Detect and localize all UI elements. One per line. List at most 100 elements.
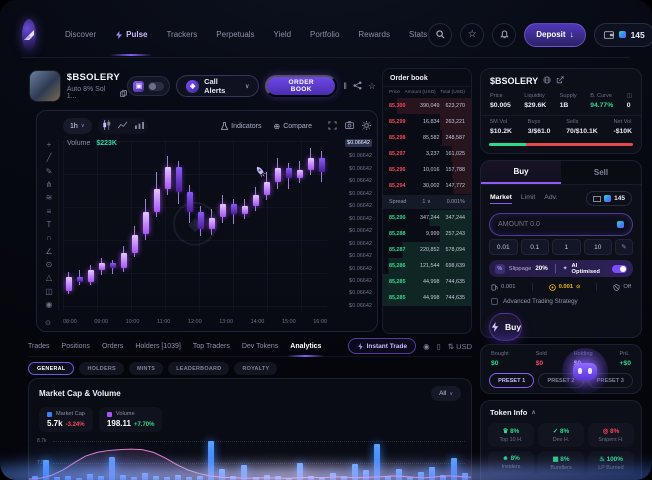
- text-tool-icon[interactable]: T: [46, 219, 52, 229]
- nav-item-discover[interactable]: Discover: [65, 30, 97, 39]
- info-top10[interactable]: ♛ 8% Top 10 H.: [488, 423, 534, 447]
- tab-positions[interactable]: Positions: [61, 342, 90, 350]
- tab-holders[interactable]: Holders [1039]: [135, 342, 181, 350]
- order-type-market[interactable]: Market: [490, 194, 512, 204]
- timeframe-dropdown[interactable]: 1h ∨: [63, 118, 92, 134]
- line-type-icon[interactable]: [117, 121, 128, 131]
- tab-dev-tokens[interactable]: Dev Tokens: [241, 342, 279, 350]
- order-book-bid-row[interactable]: 85,285 44,998 744,635: [383, 274, 471, 290]
- bar-type-icon[interactable]: [134, 121, 144, 131]
- quick-buy-toggle[interactable]: ▣: [127, 76, 171, 96]
- token-info-header[interactable]: Token Info ∧: [481, 401, 641, 421]
- amount-input[interactable]: [498, 221, 617, 228]
- legend-volume[interactable]: Volume 198.11 +7.70%: [98, 407, 163, 432]
- call-alerts-dropdown[interactable]: ◈ Call Alerts ∨: [176, 75, 260, 97]
- pencil-icon[interactable]: ✎: [45, 166, 53, 176]
- fib-levels-icon[interactable]: ≡: [46, 206, 52, 216]
- compare-button[interactable]: ⊕ Compare: [274, 122, 313, 131]
- indicators-button[interactable]: Indicators: [221, 122, 262, 130]
- zoom-tool-icon[interactable]: ⊙: [45, 259, 53, 269]
- tab-sell[interactable]: Sell: [561, 161, 641, 184]
- currency-switch[interactable]: ⇅ USD: [447, 341, 472, 351]
- visibility-icon[interactable]: ◉: [423, 341, 430, 351]
- share-icon[interactable]: [353, 81, 362, 92]
- price-axis[interactable]: $0.06642 $0.06642 $0.06642 $0.06642 $0.06642…: [329, 137, 375, 311]
- gas-fee[interactable]: 0.001: [491, 284, 516, 291]
- order-book-button[interactable]: ORDER BOOK: [265, 75, 338, 97]
- crosshair-icon[interactable]: +: [46, 140, 52, 149]
- order-book-bid-row[interactable]: 85,286 121,544 698,639: [383, 258, 471, 274]
- advanced-strategy-checkbox[interactable]: [491, 298, 498, 305]
- nav-item-stats[interactable]: Stats: [408, 30, 428, 39]
- candlestick-plot[interactable]: ◆: [63, 141, 327, 311]
- order-book-ask-row[interactable]: 85,297 3,237 161,025: [383, 146, 471, 162]
- order-book-bid-row[interactable]: 85,287 220,852 578,094: [383, 242, 471, 258]
- buy-button[interactable]: Buy: [489, 313, 523, 341]
- arc-tool-icon[interactable]: ∩: [46, 233, 52, 243]
- order-type-adv[interactable]: Adv.: [544, 194, 558, 201]
- tab-top-traders[interactable]: Top Traders: [192, 342, 230, 350]
- nav-item-perpetuals[interactable]: Perpetuals: [216, 30, 255, 39]
- axis-settings-icon[interactable]: ⊙: [45, 320, 51, 327]
- lock-icon[interactable]: ◫: [45, 286, 53, 296]
- star-icon[interactable]: ☆: [460, 22, 485, 47]
- tab-analytics[interactable]: Analytics: [287, 337, 325, 357]
- order-book-ask-row[interactable]: 85,296 10,016 157,788: [383, 162, 471, 178]
- amount-preset-3[interactable]: 1: [552, 239, 581, 255]
- app-logo[interactable]: [22, 18, 36, 51]
- trendline-icon[interactable]: ╱: [46, 153, 52, 163]
- preset-1-button[interactable]: PRESET 1: [489, 373, 535, 388]
- visibility-icon[interactable]: ◉: [45, 299, 53, 309]
- instant-trade-button[interactable]: Instant Trade: [347, 338, 417, 354]
- info-dev[interactable]: ✓ 8% Dev H.: [538, 423, 584, 447]
- pitchfork-icon[interactable]: ⋔: [45, 179, 53, 189]
- shapes-icon[interactable]: △: [45, 273, 53, 283]
- quick-buy-switch[interactable]: [148, 81, 165, 91]
- token-avatar[interactable]: [30, 71, 60, 101]
- spread-row[interactable]: Spread 1 ∨ 0.001%: [383, 195, 471, 209]
- legend-market-cap[interactable]: Market Cap 5.7k -3.24%: [39, 407, 93, 432]
- advanced-strategy-row[interactable]: Advanced Trading Strategy: [491, 298, 631, 305]
- slippage-bar[interactable]: % Slippage 20% ✦ AI Optimised: [489, 260, 633, 277]
- wallet-counter-pill[interactable]: 145: [593, 22, 652, 47]
- ai-optimised-toggle[interactable]: [612, 264, 627, 273]
- nav-item-rewards[interactable]: Rewards: [358, 30, 390, 39]
- trade-wallet-counter[interactable]: 145: [586, 191, 632, 206]
- pause-icon[interactable]: ‖: [343, 81, 347, 91]
- bell-icon[interactable]: [492, 22, 517, 47]
- time-axis[interactable]: 08:00 09:00 10:00 11:00 12:00 13:00 14:00 15:00…: [63, 316, 327, 327]
- nav-item-pulse[interactable]: Pulse: [110, 14, 153, 56]
- subtab-holders[interactable]: HOLDERS: [79, 362, 124, 375]
- subtab-general[interactable]: GENERAL: [28, 362, 75, 375]
- mev-protection[interactable]: Off: [613, 283, 631, 291]
- globe-icon[interactable]: [543, 76, 551, 86]
- order-book-ask-row[interactable]: 85,299 16,834 263,221: [383, 114, 471, 130]
- order-book-ask-row[interactable]: 85,298 85,582 248,587: [383, 130, 471, 146]
- tab-trades[interactable]: Trades: [28, 342, 50, 350]
- order-book-bid-row[interactable]: 85,288 9,999 257,243: [383, 226, 471, 242]
- spread-value[interactable]: 1 ∨: [422, 199, 431, 205]
- tab-orders[interactable]: Orders: [101, 342, 124, 350]
- copy-icon[interactable]: [120, 89, 128, 97]
- nav-item-trackers[interactable]: Trackers: [166, 30, 198, 39]
- snapshot-camera-icon[interactable]: [345, 121, 354, 131]
- search-icon[interactable]: [428, 22, 453, 47]
- subtab-leaderboard[interactable]: LEADERBOARD: [168, 362, 230, 375]
- measure-icon[interactable]: ∠: [45, 246, 53, 256]
- order-book-ask-row[interactable]: 85,300 390,049 623,270: [383, 98, 471, 114]
- edit-presets-icon[interactable]: ✎: [615, 239, 633, 255]
- nav-item-portfolio[interactable]: Portfolio: [310, 30, 340, 39]
- amount-preset-4[interactable]: 10: [583, 239, 612, 255]
- deposit-button[interactable]: Deposit ↓: [524, 22, 586, 47]
- pattern-icon[interactable]: ≋: [45, 193, 53, 203]
- link-icon[interactable]: [556, 76, 564, 86]
- subtab-royalty[interactable]: ROYALTY: [234, 362, 278, 375]
- order-book-bid-row[interactable]: 85,290 347,244 347,244: [383, 210, 471, 226]
- order-book-ask-row[interactable]: 85,294 30,002 147,772: [383, 178, 471, 194]
- amount-preset-2[interactable]: 0.1: [520, 239, 549, 255]
- fullscreen-icon[interactable]: [328, 120, 337, 132]
- candle-type-icon[interactable]: [102, 120, 111, 132]
- tab-buy[interactable]: Buy: [481, 161, 561, 184]
- order-book-bid-row[interactable]: 85,285 44,998 744,635: [383, 290, 471, 306]
- nav-item-yield[interactable]: Yield: [273, 30, 292, 39]
